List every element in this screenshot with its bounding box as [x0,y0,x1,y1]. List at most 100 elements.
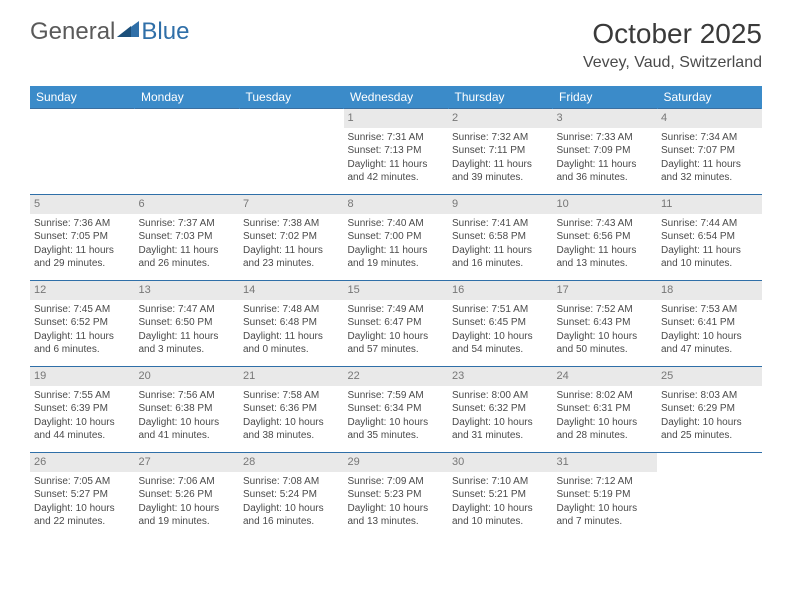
day-number: 26 [30,453,135,472]
daylight-line: Daylight: 10 hours and 44 minutes. [34,416,131,443]
day-number: 24 [553,367,658,386]
sunset-line: Sunset: 6:36 PM [243,402,340,416]
day-number: 22 [344,367,449,386]
day-cell: 28Sunrise: 7:08 AMSunset: 5:24 PMDayligh… [239,453,344,539]
day-cell: 23Sunrise: 8:00 AMSunset: 6:32 PMDayligh… [448,367,553,453]
sunrise-line: Sunrise: 7:51 AM [452,303,549,317]
daylight-line: Daylight: 10 hours and 25 minutes. [661,416,758,443]
daylight-line: Daylight: 10 hours and 10 minutes. [452,502,549,529]
daylight-line: Daylight: 11 hours and 23 minutes. [243,244,340,271]
sunrise-line: Sunrise: 7:56 AM [139,389,236,403]
day-number: 6 [135,195,240,214]
sunrise-line: Sunrise: 7:32 AM [452,131,549,145]
sunset-line: Sunset: 6:50 PM [139,316,236,330]
day-cell: 6Sunrise: 7:37 AMSunset: 7:03 PMDaylight… [135,195,240,281]
sunset-line: Sunset: 6:29 PM [661,402,758,416]
day-number: 12 [30,281,135,300]
day-cell [30,109,135,195]
sunrise-line: Sunrise: 7:10 AM [452,475,549,489]
sunset-line: Sunset: 7:03 PM [139,230,236,244]
daylight-line: Daylight: 10 hours and 19 minutes. [139,502,236,529]
sunset-line: Sunset: 6:52 PM [34,316,131,330]
sunset-line: Sunset: 7:05 PM [34,230,131,244]
day-number: 14 [239,281,344,300]
daylight-line: Daylight: 10 hours and 7 minutes. [557,502,654,529]
day-number: 29 [344,453,449,472]
day-number: 2 [448,109,553,128]
sunrise-line: Sunrise: 7:49 AM [348,303,445,317]
daylight-line: Daylight: 10 hours and 28 minutes. [557,416,654,443]
day-cell: 8 Sunrise: 7:40 AMSunset: 7:00 PMDaylight… [344,195,449,281]
daylight-line: Daylight: 11 hours and 16 minutes. [452,244,549,271]
sunset-line: Sunset: 6:39 PM [34,402,131,416]
sunrise-line: Sunrise: 7:47 AM [139,303,236,317]
day-cell: 17Sunrise: 7:52 AMSunset: 6:43 PMDayligh… [553,281,658,367]
daylight-line: Daylight: 11 hours and 42 minutes. [348,158,445,185]
day-number: 3 [553,109,658,128]
sunset-line: Sunset: 6:45 PM [452,316,549,330]
sunrise-line: Sunrise: 7:34 AM [661,131,758,145]
sunset-line: Sunset: 6:41 PM [661,316,758,330]
calendar-table: SundayMondayTuesdayWednesdayThursdayFrid… [30,86,762,539]
day-number: 17 [553,281,658,300]
sunset-line: Sunset: 6:32 PM [452,402,549,416]
sunrise-line: Sunrise: 7:36 AM [34,217,131,231]
day-number: 4 [657,109,762,128]
day-cell: 20Sunrise: 7:56 AMSunset: 6:38 PMDayligh… [135,367,240,453]
sunset-line: Sunset: 7:00 PM [348,230,445,244]
sunset-line: Sunset: 7:09 PM [557,144,654,158]
sunrise-line: Sunrise: 7:52 AM [557,303,654,317]
daylight-line: Daylight: 11 hours and 3 minutes. [139,330,236,357]
sunset-line: Sunset: 6:48 PM [243,316,340,330]
daylight-line: Daylight: 10 hours and 22 minutes. [34,502,131,529]
day-cell: 22Sunrise: 7:59 AMSunset: 6:34 PMDayligh… [344,367,449,453]
sunrise-line: Sunrise: 7:59 AM [348,389,445,403]
day-cell: 10Sunrise: 7:43 AMSunset: 6:56 PMDayligh… [553,195,658,281]
daylight-line: Daylight: 11 hours and 32 minutes. [661,158,758,185]
daylight-line: Daylight: 11 hours and 39 minutes. [452,158,549,185]
day-cell: 18Sunrise: 7:53 AMSunset: 6:41 PMDayligh… [657,281,762,367]
day-cell: 11Sunrise: 7:44 AMSunset: 6:54 PMDayligh… [657,195,762,281]
daylight-line: Daylight: 11 hours and 29 minutes. [34,244,131,271]
weekday-header: Monday [135,86,240,109]
day-cell: 9Sunrise: 7:41 AMSunset: 6:58 PMDaylight… [448,195,553,281]
day-cell: 29Sunrise: 7:09 AMSunset: 5:23 PMDayligh… [344,453,449,539]
sunrise-line: Sunrise: 7:44 AM [661,217,758,231]
sunrise-line: Sunrise: 7:05 AM [34,475,131,489]
sunset-line: Sunset: 5:21 PM [452,488,549,502]
week-row: 26Sunrise: 7:05 AMSunset: 5:27 PMDayligh… [30,453,762,539]
day-number: 25 [657,367,762,386]
day-cell: 31Sunrise: 7:12 AMSunset: 5:19 PMDayligh… [553,453,658,539]
day-cell: 27Sunrise: 7:06 AMSunset: 5:26 PMDayligh… [135,453,240,539]
sunrise-line: Sunrise: 8:02 AM [557,389,654,403]
sunset-line: Sunset: 6:58 PM [452,230,549,244]
day-number: 16 [448,281,553,300]
day-cell: 25Sunrise: 8:03 AMSunset: 6:29 PMDayligh… [657,367,762,453]
day-cell [657,453,762,539]
logo-triangle-icon [117,18,139,46]
day-cell: 19Sunrise: 7:55 AMSunset: 6:39 PMDayligh… [30,367,135,453]
sunset-line: Sunset: 5:27 PM [34,488,131,502]
logo: General Blue [30,18,189,46]
daylight-line: Daylight: 10 hours and 41 minutes. [139,416,236,443]
logo-word-general: General [30,18,115,46]
week-row: 1Sunrise: 7:31 AMSunset: 7:13 PMDaylight… [30,109,762,195]
sunrise-line: Sunrise: 7:40 AM [348,217,445,231]
daylight-line: Daylight: 10 hours and 16 minutes. [243,502,340,529]
sunrise-line: Sunrise: 7:37 AM [139,217,236,231]
sunrise-line: Sunrise: 7:06 AM [139,475,236,489]
daylight-line: Daylight: 11 hours and 19 minutes. [348,244,445,271]
sunrise-line: Sunrise: 7:08 AM [243,475,340,489]
sunrise-line: Sunrise: 7:38 AM [243,217,340,231]
daylight-line: Daylight: 11 hours and 36 minutes. [557,158,654,185]
day-cell: 13Sunrise: 7:47 AMSunset: 6:50 PMDayligh… [135,281,240,367]
sunset-line: Sunset: 6:38 PM [139,402,236,416]
weekday-header-row: SundayMondayTuesdayWednesdayThursdayFrid… [30,86,762,109]
sunset-line: Sunset: 7:02 PM [243,230,340,244]
day-number: 8 [344,195,449,214]
day-number: 30 [448,453,553,472]
sunrise-line: Sunrise: 7:43 AM [557,217,654,231]
day-number: 19 [30,367,135,386]
sunset-line: Sunset: 6:34 PM [348,402,445,416]
sunrise-line: Sunrise: 7:41 AM [452,217,549,231]
